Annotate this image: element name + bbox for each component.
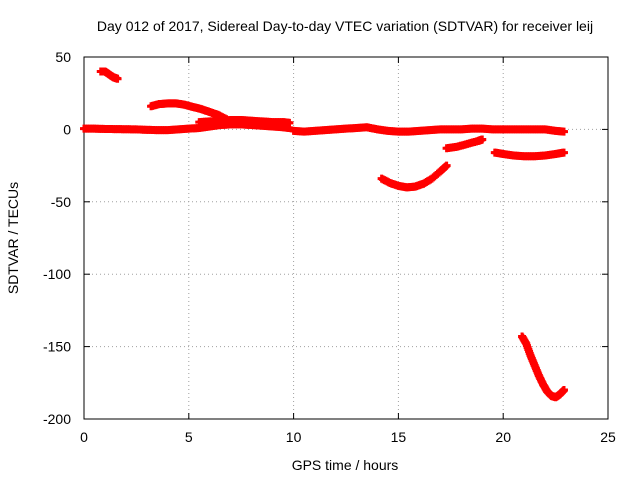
y-tick-label: -150 — [43, 339, 71, 355]
x-tick-label: 15 — [391, 429, 407, 445]
axis-ticks: 0 5 10 15 20 25 -200 -150 -100 -50 0 50 — [43, 49, 616, 445]
grid-lines — [84, 57, 608, 419]
data-series — [518, 332, 568, 402]
x-tick-label: 0 — [80, 429, 88, 445]
plot-frame — [83, 56, 609, 420]
data-point — [559, 148, 568, 157]
data-point — [478, 135, 487, 144]
data-marks — [80, 67, 568, 402]
x-tick-label: 10 — [286, 429, 302, 445]
data-series — [195, 115, 294, 127]
x-tick-label: 5 — [185, 429, 193, 445]
data-series — [490, 148, 568, 161]
chart-title: Day 012 of 2017, Sidereal Day-to-day VTE… — [97, 18, 593, 34]
data-point — [442, 161, 451, 170]
data-series — [289, 123, 568, 136]
data-series — [96, 67, 122, 83]
data-point — [559, 127, 568, 136]
data-point — [559, 386, 568, 395]
y-tick-label: -50 — [51, 194, 71, 210]
data-point — [113, 74, 122, 83]
y-tick-label: 0 — [63, 121, 71, 137]
x-tick-label: 25 — [600, 429, 616, 445]
y-tick-label: -100 — [43, 266, 71, 282]
x-axis-label: GPS time / hours — [292, 457, 399, 473]
y-tick-label: 50 — [55, 49, 71, 65]
data-series — [442, 135, 487, 153]
data-series — [80, 120, 294, 135]
y-tick-label: -200 — [43, 411, 71, 427]
y-axis-label: SDTVAR / TECUs — [5, 182, 21, 294]
data-point — [285, 118, 294, 127]
data-series — [377, 161, 451, 192]
x-tick-label: 20 — [495, 429, 511, 445]
